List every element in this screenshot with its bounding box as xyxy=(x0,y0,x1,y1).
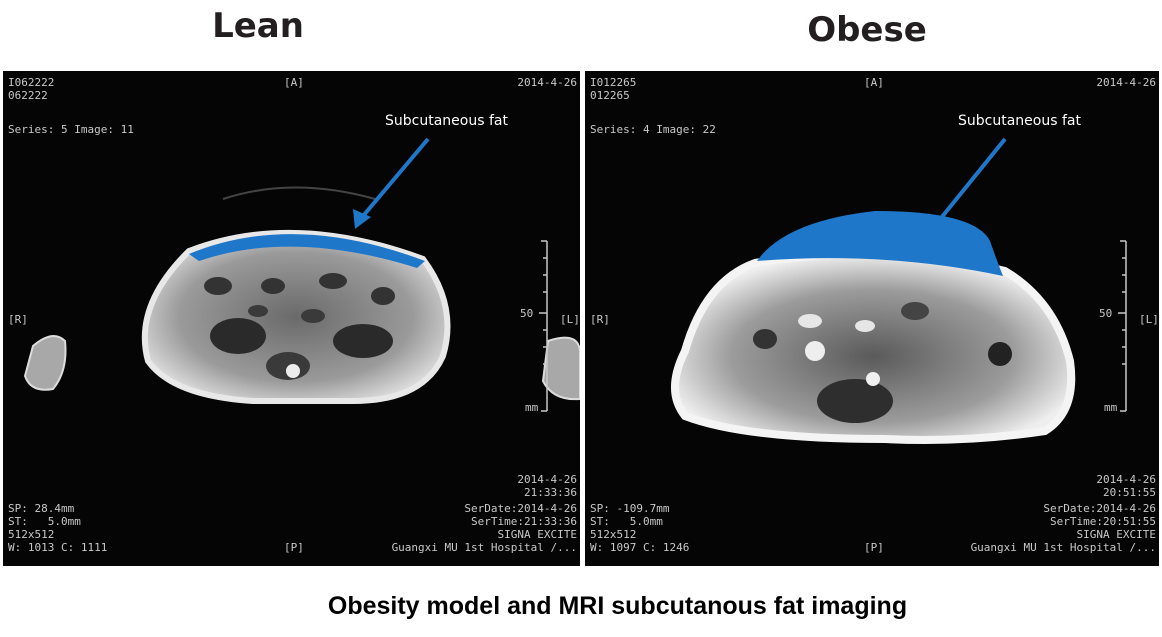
lean-st: ST: 5.0mm xyxy=(8,515,81,528)
lean-mri-image xyxy=(23,137,580,412)
lean-time-bottom: 21:33:36 xyxy=(524,486,577,499)
obese-arrowhead xyxy=(927,214,945,236)
lean-orient-bottom: [P] xyxy=(284,541,304,554)
obese-scanner: SIGNA EXCITE xyxy=(1076,528,1156,541)
obese-st: ST: 5.0mm xyxy=(590,515,663,528)
lean-fat-highlight xyxy=(189,234,425,268)
lean-hospital: Guangxi MU 1st Hospital /... xyxy=(391,541,577,554)
obese-orient-right: [L] xyxy=(1139,313,1159,326)
lean-scanner: SIGNA EXCITE xyxy=(497,528,577,541)
lean-window-center: W: 1013 C: 1111 xyxy=(8,541,108,554)
obese-hospital: Guangxi MU 1st Hospital /... xyxy=(970,541,1156,554)
lean-annotation-label: Subcutaneous fat xyxy=(385,113,508,129)
lean-orient-right: [L] xyxy=(560,313,580,326)
lean-orient-left: [R] xyxy=(8,313,28,326)
lean-mri-panel: I062222 062222 [A] 2014-4-26 Series: 5 I… xyxy=(3,71,580,566)
obese-scale-label: 50 xyxy=(1099,307,1113,320)
obese-date-bottom: 2014-4-26 xyxy=(1096,473,1156,486)
obese-orient-top: [A] xyxy=(864,76,884,89)
lean-patient-id-2: 062222 xyxy=(8,89,48,102)
obese-fat-highlight xyxy=(757,211,1003,276)
obese-ser-date: SerDate:2014-4-26 xyxy=(1043,502,1156,515)
obese-matrix: 512x512 xyxy=(590,528,637,541)
obese-sp: SP: -109.7mm xyxy=(590,502,670,515)
obese-time-bottom: 20:51:55 xyxy=(1103,486,1156,499)
obese-scale-unit: mm xyxy=(1104,401,1118,414)
lean-ser-date: SerDate:2014-4-26 xyxy=(464,502,577,515)
obese-window-center: W: 1097 C: 1246 xyxy=(590,541,690,554)
lean-matrix: 512x512 xyxy=(8,528,55,541)
obese-scale-bar xyxy=(1118,240,1127,412)
figure-caption: Obesity model and MRI subcutanous fat im… xyxy=(327,592,908,620)
lean-sp: SP: 28.4mm xyxy=(8,502,75,515)
obese-date-top: 2014-4-26 xyxy=(1096,76,1156,89)
lean-scale-bar xyxy=(539,240,548,412)
lean-scale-unit: mm xyxy=(525,401,539,414)
lean-scale-label: 50 xyxy=(520,307,534,320)
lean-date-top: 2014-4-26 xyxy=(517,76,577,89)
obese-mri-panel: I012265 012265 [A] 2014-4-26 Series: 4 I… xyxy=(585,71,1159,566)
obese-patient-id-2: 012265 xyxy=(590,89,630,102)
obese-annotation-label: Subcutaneous fat xyxy=(958,113,1081,129)
obese-ser-time: SerTime:20:51:55 xyxy=(1050,515,1156,528)
lean-ser-time: SerTime:21:33:36 xyxy=(471,515,577,528)
lean-arrowhead xyxy=(353,209,371,229)
lean-orient-top: [A] xyxy=(284,76,304,89)
obese-heading: Obese xyxy=(807,10,927,50)
obese-arrow xyxy=(935,137,1007,225)
obese-orient-left: [R] xyxy=(590,313,610,326)
obese-patient-id-1: I012265 xyxy=(590,76,637,89)
lean-arrow xyxy=(361,137,430,218)
lean-date-bottom: 2014-4-26 xyxy=(517,473,577,486)
obese-mri-image xyxy=(671,137,1127,444)
lean-patient-id-1: I062222 xyxy=(8,76,55,89)
obese-series: Series: 4 Image: 22 xyxy=(590,123,716,136)
obese-orient-bottom: [P] xyxy=(864,541,884,554)
lean-heading: Lean xyxy=(212,6,304,46)
lean-series: Series: 5 Image: 11 xyxy=(8,123,134,136)
